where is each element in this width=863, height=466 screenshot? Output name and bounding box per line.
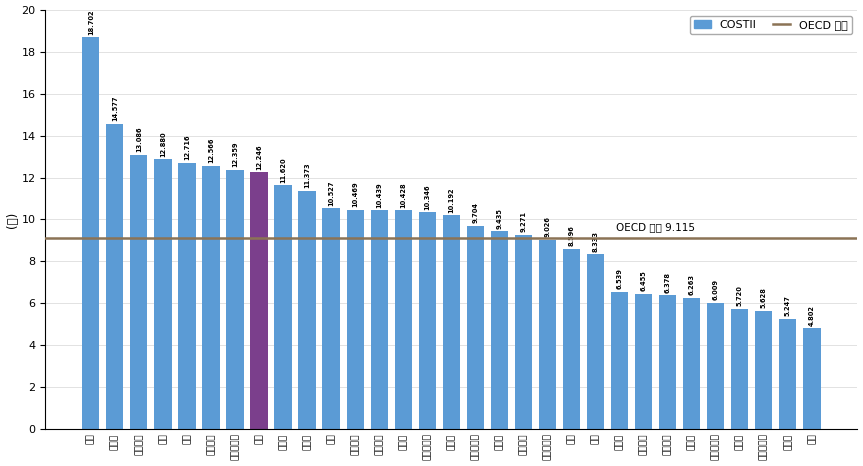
Bar (659, 295, 677, 429)
Text: 8.596: 8.596 (569, 226, 575, 246)
Bar (323, 208, 340, 429)
Text: 5.247: 5.247 (784, 295, 791, 316)
Text: OECD 평균 9.115: OECD 평균 9.115 (616, 222, 695, 232)
Text: 12.246: 12.246 (256, 144, 262, 170)
Text: 5.720: 5.720 (737, 286, 743, 307)
Bar (202, 165, 219, 429)
Y-axis label: (점): (점) (5, 211, 19, 227)
Text: 10.192: 10.192 (448, 187, 454, 213)
Bar (82, 37, 99, 429)
Text: 11.373: 11.373 (304, 163, 310, 188)
Text: 9.026: 9.026 (545, 216, 551, 237)
Bar (443, 215, 460, 429)
Legend: COSTII, OECD 평균: COSTII, OECD 평균 (690, 15, 852, 34)
Bar (347, 210, 364, 429)
Text: 11.620: 11.620 (280, 158, 286, 183)
Text: 10.469: 10.469 (352, 181, 358, 207)
Text: 6.263: 6.263 (689, 274, 695, 295)
Bar (299, 191, 316, 429)
Text: 5.628: 5.628 (761, 288, 767, 308)
Bar (467, 226, 484, 429)
Bar (491, 231, 508, 429)
Text: 6.378: 6.378 (665, 272, 671, 293)
Bar (226, 170, 243, 429)
Bar (394, 211, 412, 429)
Bar (635, 294, 652, 429)
Text: 12.716: 12.716 (184, 134, 190, 160)
Text: 18.702: 18.702 (88, 9, 94, 34)
Text: 12.359: 12.359 (232, 142, 238, 167)
Bar (779, 319, 797, 429)
Text: 9.271: 9.271 (520, 211, 526, 232)
Text: 8.333: 8.333 (593, 231, 599, 252)
Text: 13.086: 13.086 (135, 127, 142, 152)
Text: 9.704: 9.704 (472, 202, 478, 223)
Bar (370, 210, 387, 429)
Bar (106, 123, 123, 429)
Bar (707, 303, 724, 429)
Bar (611, 292, 628, 429)
Text: 12.880: 12.880 (160, 131, 166, 157)
Bar (731, 309, 748, 429)
Bar (514, 235, 532, 429)
Bar (755, 311, 772, 429)
Text: 10.439: 10.439 (376, 182, 382, 208)
Text: 6.539: 6.539 (616, 268, 622, 289)
Text: 14.577: 14.577 (112, 96, 117, 121)
Text: 12.566: 12.566 (208, 137, 214, 163)
Bar (154, 159, 172, 429)
Bar (587, 254, 604, 429)
Text: 10.527: 10.527 (328, 180, 334, 206)
Text: 6.455: 6.455 (640, 270, 646, 291)
Bar (130, 155, 148, 429)
Text: 4.802: 4.802 (809, 305, 815, 326)
Text: 10.346: 10.346 (425, 184, 431, 210)
Bar (419, 212, 436, 429)
Text: 9.435: 9.435 (496, 208, 502, 229)
Bar (179, 163, 196, 429)
Text: 6.009: 6.009 (713, 280, 719, 301)
Bar (274, 185, 292, 429)
Bar (803, 328, 821, 429)
Bar (250, 172, 268, 429)
Text: 10.428: 10.428 (400, 182, 406, 208)
Bar (563, 249, 580, 429)
Bar (539, 240, 556, 429)
Bar (683, 298, 701, 429)
